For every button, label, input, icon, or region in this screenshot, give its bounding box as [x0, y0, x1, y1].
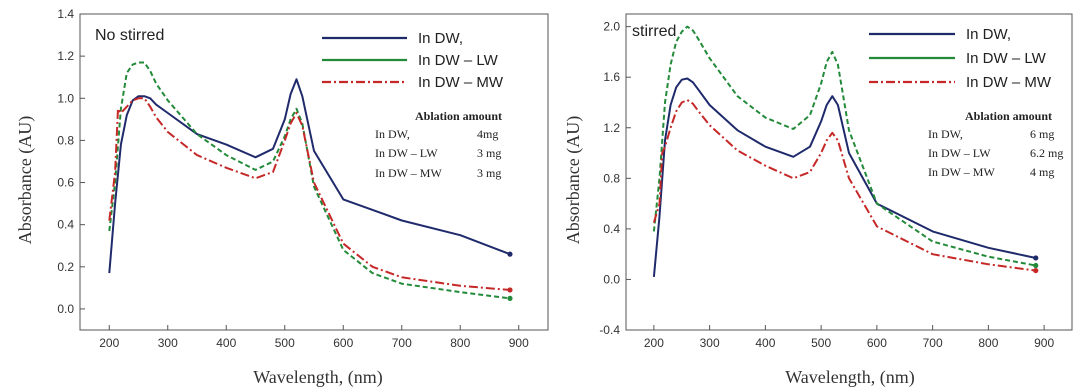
x-tick-label: 500	[275, 336, 295, 350]
chart-right: 200 300 400 500 600 700 800 900 -0.4 0.0 0.4 0.8 1.2…	[563, 13, 1073, 388]
series-end-marker	[1033, 262, 1039, 269]
plot-frame	[79, 13, 549, 331]
annotation-label: In DW – LW	[928, 146, 991, 160]
y-tick-label: 1.0	[57, 91, 74, 105]
legend-label: In DW,	[966, 26, 1011, 43]
x-tick-label: 900	[509, 336, 529, 350]
y-tick-label: 0.4	[57, 218, 74, 232]
legend-label: In DW – LW	[418, 52, 499, 69]
y-axis-title: Absorbance (AU)	[15, 116, 36, 244]
x-axis-title: Wavelength, (nm)	[253, 367, 383, 388]
annotation-label: In DW,	[928, 127, 963, 141]
x-tick-label: 500	[811, 336, 831, 350]
series-line	[652, 77, 1037, 277]
annotation-value: 4 mg	[1030, 165, 1054, 179]
y-tick-label: 0.8	[57, 133, 74, 147]
series-line	[652, 25, 1036, 267]
x-tick-label: 300	[700, 336, 720, 350]
annotation-title: Ablation amount	[965, 109, 1052, 123]
x-tick-label: 300	[158, 336, 178, 350]
y-tick-label: 0.6	[57, 176, 74, 190]
x-tick-label: 900	[1034, 336, 1054, 350]
y-tick-label: 1.4	[57, 7, 74, 21]
annotation-label: In DW – MW	[375, 166, 442, 180]
x-tick-label: 200	[644, 336, 664, 350]
panel-label: stirred	[632, 23, 676, 40]
y-tick-label: 1.2	[603, 121, 620, 135]
annotation-label: In DW – MW	[928, 165, 995, 179]
x-tick-label: 200	[99, 336, 119, 350]
x-tick-label: 600	[867, 336, 887, 350]
y-tick-label: 1.6	[603, 70, 620, 84]
legend-label: In DW – MW	[966, 74, 1052, 91]
y-tick-label: 2.0	[603, 20, 620, 34]
series-end-marker	[507, 287, 513, 293]
y-tick-label: 0.0	[603, 272, 620, 286]
y-tick-label: 0.4	[603, 222, 620, 236]
annotation-value: 6 mg	[1030, 127, 1054, 141]
x-tick-label: 700	[923, 336, 943, 350]
annotation-label: In DW,	[375, 127, 410, 141]
y-tick-label: 1.2	[57, 49, 74, 63]
series-end-marker	[1033, 255, 1039, 261]
series-end-marker	[507, 251, 513, 257]
series-line	[108, 61, 511, 300]
y-tick-label: 0.0	[57, 302, 74, 316]
annotation-title: Ablation amount	[415, 109, 502, 123]
y-tick-label: 0.8	[603, 171, 620, 185]
x-tick-label: 700	[392, 336, 412, 350]
y-axis-title: Absorbance (AU)	[563, 116, 584, 244]
x-tick-label: 800	[450, 336, 470, 350]
x-tick-label: 800	[978, 336, 998, 350]
annotation-value: 4mg	[477, 127, 498, 141]
series-line	[652, 99, 1036, 272]
x-tick-label: 400	[216, 336, 236, 350]
plot-frame	[625, 13, 1073, 331]
annotation-value: 6.2 mg	[1030, 146, 1063, 160]
legend-label: In DW – MW	[418, 74, 504, 91]
annotation-value: 3 mg	[477, 166, 501, 180]
panel-label: No stirred	[95, 27, 164, 44]
x-tick-label: 600	[333, 336, 353, 350]
legend-label: In DW – LW	[966, 50, 1047, 67]
chart-left: 200 300 400 500 600 700 800 900 0.0 0.2 0.4 0.6 0.8 1…	[15, 7, 549, 388]
x-axis-title: Wavelength, (nm)	[785, 367, 915, 388]
series-end-marker	[507, 295, 513, 301]
annotation-value: 3 mg	[477, 146, 501, 160]
annotation-label: In DW – LW	[375, 146, 438, 160]
y-tick-label: -0.4	[599, 323, 620, 337]
series-end-marker	[1033, 267, 1039, 274]
legend-label: In DW,	[418, 30, 463, 47]
x-tick-label: 400	[755, 336, 775, 350]
series-line	[108, 97, 511, 291]
y-tick-label: 0.2	[57, 260, 74, 274]
series-line	[108, 78, 511, 274]
